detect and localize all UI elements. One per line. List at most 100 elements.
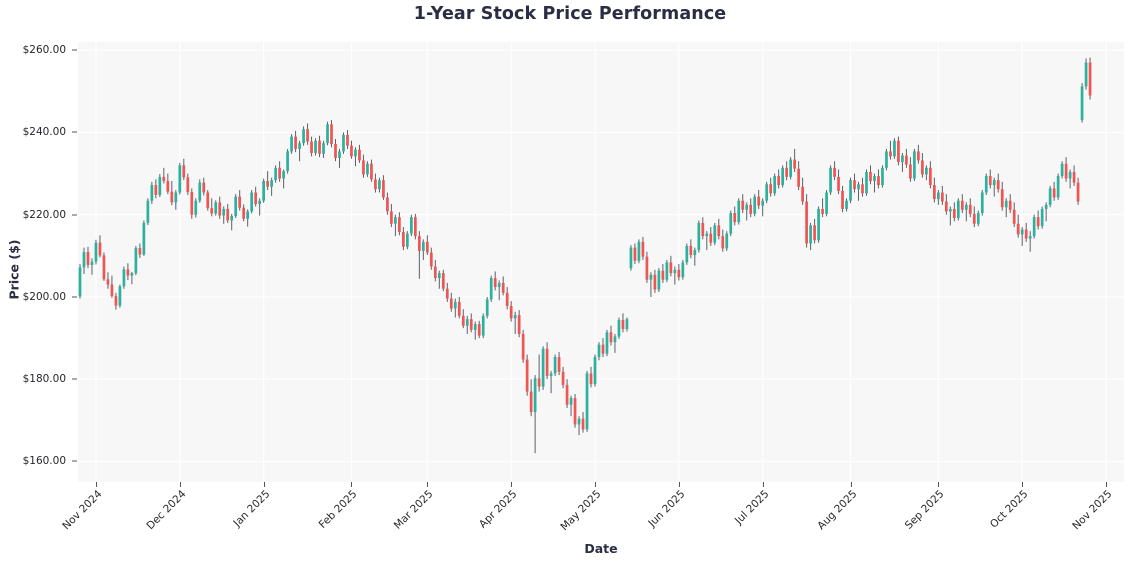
candle-body (386, 197, 389, 212)
candlestick (493, 271, 497, 291)
candlestick (980, 190, 984, 216)
candlestick (577, 416, 581, 436)
candle-body (885, 151, 888, 168)
candle-body (1056, 176, 1060, 198)
candle-body (1076, 182, 1080, 202)
candle-body (214, 202, 218, 214)
candlestick (769, 177, 773, 197)
candles-group (78, 57, 1092, 454)
candle-body (521, 333, 525, 360)
candlestick (593, 354, 597, 387)
candlestick-series (78, 42, 1124, 482)
candlestick (841, 185, 844, 213)
candle-body (529, 391, 533, 413)
candlestick (729, 210, 733, 237)
candlestick (218, 196, 222, 219)
candlestick (837, 169, 840, 195)
candle-body (733, 213, 737, 223)
candle-body (897, 140, 900, 163)
candle-body (944, 201, 948, 212)
candlestick (589, 366, 593, 388)
candlestick (178, 162, 182, 195)
candlestick (701, 217, 705, 240)
candle-body (1032, 217, 1036, 237)
candlestick (809, 222, 812, 251)
candle-body (1072, 171, 1076, 183)
candle-body (489, 278, 493, 300)
candle-body (1048, 188, 1052, 205)
candle-body (254, 192, 258, 205)
candlestick (390, 204, 393, 228)
page-title: 1-Year Stock Price Performance (413, 4, 727, 24)
candle-body (406, 233, 409, 247)
candlestick (940, 185, 944, 205)
candlestick (126, 263, 130, 281)
candle-body (433, 266, 437, 279)
candlestick (242, 204, 246, 222)
candle-body (673, 269, 677, 274)
candle-body (992, 180, 996, 186)
candle-body (933, 185, 936, 200)
candle-body (561, 371, 565, 385)
y-axis-tick-mark (72, 49, 77, 51)
candlestick (753, 194, 757, 217)
candle-body (833, 167, 836, 177)
candlestick (461, 309, 465, 329)
candle-body (761, 200, 765, 206)
candlestick (597, 342, 601, 361)
candlestick (417, 231, 421, 279)
candle-body (262, 180, 266, 201)
candle-body (809, 225, 812, 244)
candle-body (785, 167, 789, 177)
candle-body (813, 225, 816, 241)
candle-body (837, 176, 840, 191)
candle-body (1000, 189, 1004, 208)
candlestick (964, 202, 968, 222)
candle-body (857, 184, 860, 190)
candle-body (865, 171, 868, 194)
candlestick (569, 395, 573, 417)
candle-body (621, 319, 625, 330)
candlestick (649, 272, 653, 297)
candle-body (893, 140, 896, 157)
candle-body (729, 213, 733, 234)
candlestick (274, 165, 277, 183)
candlestick (162, 167, 166, 184)
candle-body (1088, 62, 1092, 96)
chart-figure: 1-Year Stock Price Performance Price ($)… (0, 4, 1124, 556)
x-axis-tick-mark (95, 482, 97, 487)
candle-body (417, 236, 421, 251)
candlestick (733, 206, 737, 226)
candle-body (230, 215, 234, 221)
y-axis-tick-marks (0, 42, 80, 482)
candle-body (98, 242, 102, 256)
candlestick (661, 264, 665, 283)
candlestick (465, 315, 469, 334)
candlestick (601, 338, 605, 357)
x-axis-tick-label: Mar 2025 (392, 488, 436, 532)
y-axis-tick-labels: $160.00 $180.00 $200.00 $220.00 $240.00 $260.… (0, 42, 66, 482)
candle-body (286, 151, 289, 172)
candle-body (597, 344, 601, 357)
candlestick (833, 161, 836, 181)
candle-body (118, 286, 122, 306)
x-axis-tick-mark (263, 482, 265, 487)
x-axis-tick-labels: Nov 2024 Dec 2024 Jan 2025 Feb 2025 Mar 2025… (60, 488, 1124, 544)
candlestick (78, 264, 82, 299)
candle-body (178, 165, 182, 193)
candle-body (154, 185, 158, 195)
candlestick (925, 165, 928, 181)
candlestick (322, 140, 325, 158)
candle-body (960, 200, 964, 210)
candle-body (1044, 204, 1048, 209)
candlestick (150, 181, 154, 205)
candle-body (709, 233, 713, 243)
candlestick (445, 282, 449, 302)
candle-body (501, 282, 505, 293)
candle-body (797, 168, 800, 187)
candle-body (609, 332, 613, 343)
candle-body (266, 180, 269, 187)
candlestick (513, 311, 517, 334)
candle-body (805, 201, 808, 244)
candlestick (697, 220, 701, 253)
